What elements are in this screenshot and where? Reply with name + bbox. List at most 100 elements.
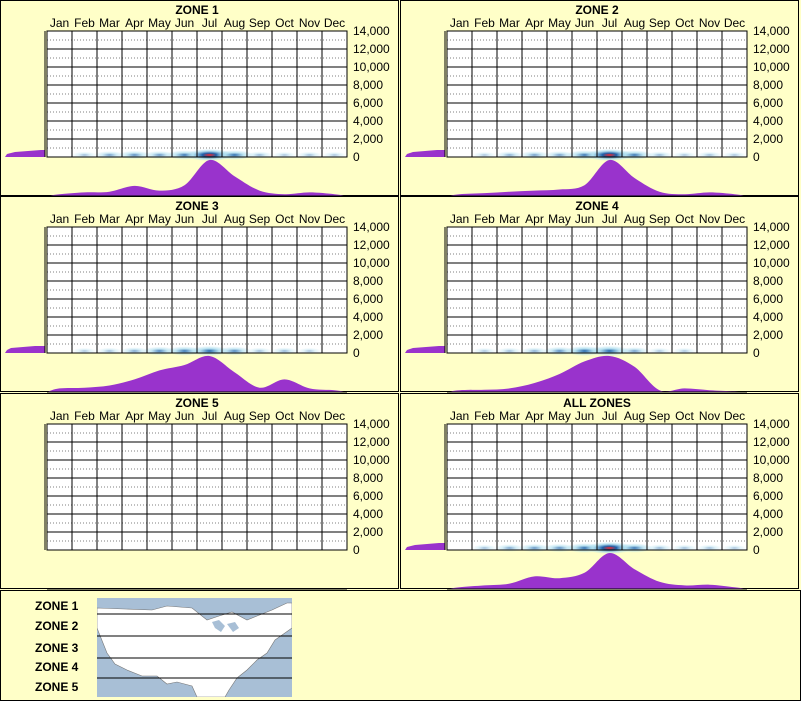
month-label: Dec [724,212,745,226]
y-tick-label: 12,000 [353,238,390,252]
month-label: Nov [299,212,320,226]
month-label: Nov [299,16,320,30]
zone-panel-6: ALL ZONES Jan Feb Mar Apr May Jun Jul Aug Sep Oct N… [400,393,799,590]
y-tick-label: 0 [753,150,760,164]
y-tick-label: 2,000 [353,132,383,146]
y-tick-label: 10,000 [753,256,790,270]
month-label: Nov [699,16,720,30]
zone-panel-1: ZONE 1 Jan Feb Mar Apr May Jun Jul Aug Sep Oct Nov D… [0,0,399,197]
y-tick-label: 12,000 [753,238,790,252]
monthly-distribution [447,159,747,196]
zone-label-5: ZONE 5 [35,680,79,694]
y-tick-label: 6,000 [353,489,383,503]
month-label: Jan [450,212,469,226]
y-tick-label: 6,000 [753,96,783,110]
month-label: Sep [249,409,271,423]
y-tick-label: 4,000 [753,507,783,521]
month-label: Dec [324,16,345,30]
month-label: Jul [602,409,617,423]
y-tick-label: 4,000 [353,114,383,128]
y-tick-label: 0 [353,346,360,360]
elevation-profile [405,150,445,157]
zone-label-2: ZONE 2 [35,619,79,633]
y-tick-label: 12,000 [753,435,790,449]
chart-title: ZONE 5 [175,396,219,410]
y-tick-label: 2,000 [753,328,783,342]
month-label: Mar [99,16,120,30]
heat-cell [217,346,252,356]
chart-title: ZONE 3 [175,199,219,213]
month-label: Dec [324,212,345,226]
month-label: Apr [525,409,544,423]
y-tick-label: 4,000 [753,310,783,324]
y-tick-label: 8,000 [753,78,783,92]
month-label: Mar [99,212,120,226]
y-tick-label: 6,000 [753,489,783,503]
y-tick-label: 8,000 [753,471,783,485]
month-label: Feb [74,212,95,226]
chart-title: ALL ZONES [563,396,631,410]
month-label: May [548,212,571,226]
month-label: Jan [450,409,469,423]
y-tick-label: 8,000 [353,274,383,288]
monthly-distribution [447,355,747,392]
month-label: Apr [525,212,544,226]
month-label: Aug [624,212,645,226]
chart-title: ZONE 4 [575,199,619,213]
y-tick-label: 8,000 [353,471,383,485]
month-label: May [148,16,171,30]
month-label: Apr [125,212,144,226]
month-label: Mar [99,409,120,423]
month-label: Oct [275,212,294,226]
y-tick-label: 12,000 [353,42,390,56]
plot-frame [46,30,348,158]
month-label: Aug [224,212,245,226]
monthly-distribution [47,159,347,196]
month-label: Apr [525,16,544,30]
elevation-profile [405,543,445,550]
month-label: Jul [602,16,617,30]
month-label: Oct [675,409,694,423]
month-label: Aug [624,409,645,423]
y-tick-label: 10,000 [753,453,790,467]
month-label: Feb [74,409,95,423]
y-tick-label: 0 [353,543,360,557]
y-tick-label: 4,000 [353,310,383,324]
month-label: Jan [50,409,69,423]
y-tick-label: 14,000 [353,24,390,38]
y-tick-label: 8,000 [353,78,383,92]
month-label: Jul [602,212,617,226]
month-label: Feb [474,16,495,30]
zone-label-3: ZONE 3 [35,641,79,655]
heat-cell [588,345,631,357]
y-tick-label: 0 [753,346,760,360]
month-label: Jun [575,409,594,423]
month-label: Nov [699,409,720,423]
month-label: Dec [324,409,345,423]
y-tick-label: 12,000 [753,42,790,56]
plot-frame [446,226,748,354]
zone-label-1: ZONE 1 [35,599,79,613]
y-tick-label: 6,000 [353,96,383,110]
y-tick-label: 2,000 [353,525,383,539]
month-label: Apr [125,16,144,30]
y-tick-label: 14,000 [753,220,790,234]
month-label: Dec [724,16,745,30]
zone-legend: ZONE 1 ZONE 2 ZONE 3 ZONE 4 ZONE 5 [0,590,801,701]
month-label: Jul [202,409,217,423]
zone-chart-1: ZONE 1 Jan Feb Mar Apr May Jun Jul Aug Sep Oct Nov D… [5,3,390,197]
month-label: Jun [175,409,194,423]
plot-frame [46,226,348,354]
month-label: Apr [125,409,144,423]
y-tick-label: 14,000 [753,24,790,38]
month-label: Jun [175,212,194,226]
elevation-profile [405,346,445,353]
month-label: Feb [74,16,95,30]
y-tick-label: 4,000 [753,114,783,128]
y-tick-label: 10,000 [353,256,390,270]
y-tick-label: 2,000 [753,132,783,146]
month-label: Nov [699,212,720,226]
y-tick-label: 6,000 [753,292,783,306]
month-label: Jul [202,16,217,30]
month-label: Oct [675,212,694,226]
